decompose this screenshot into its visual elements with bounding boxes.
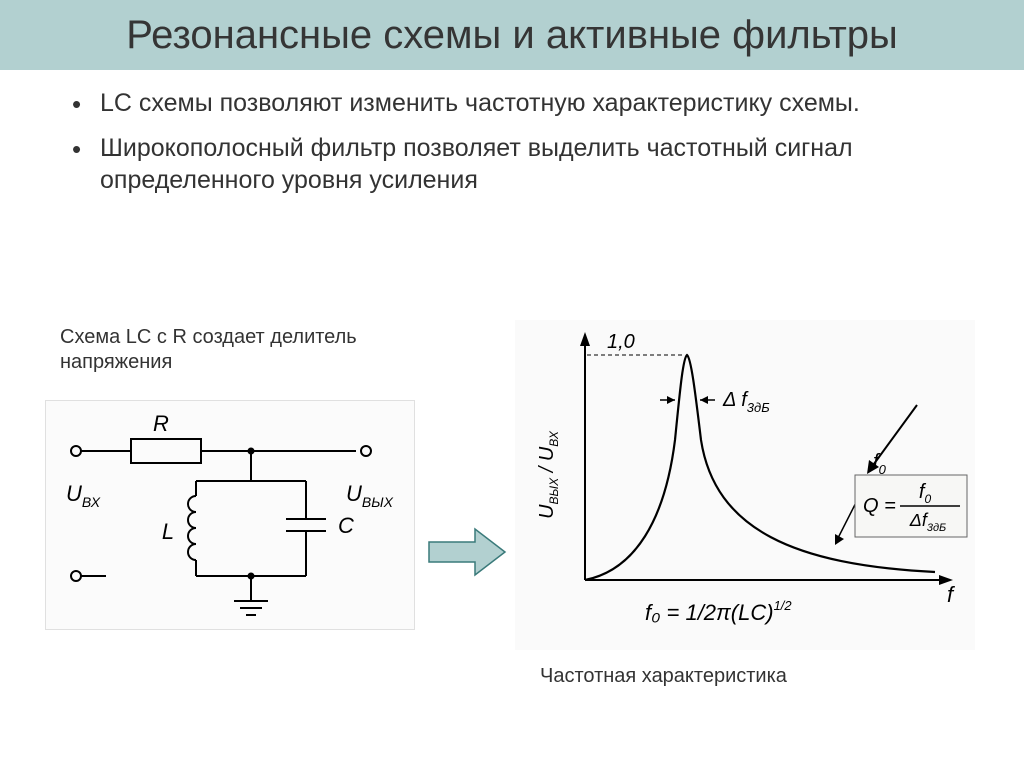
page-title: Резонансные схемы и активные фильтры	[0, 12, 1024, 58]
label-Q: Q =	[863, 495, 896, 517]
quality-arrow-icon	[859, 400, 929, 485]
circuit-diagram: R L C UВХ UВЫХ	[45, 400, 415, 630]
label-C: C	[338, 513, 354, 538]
arrow-icon	[425, 525, 510, 585]
label-R: R	[153, 411, 169, 436]
label-xaxis: f	[947, 582, 956, 607]
label-yaxis: UВЫХ / UВХ	[536, 430, 561, 519]
label-uout: UВЫХ	[346, 481, 394, 510]
bullet-item: Широкополосный фильтр позволяет выделить…	[72, 133, 976, 196]
label-delta-f: Δ f3дБ	[722, 389, 770, 415]
bullet-list: LC схемы позволяют изменить частотную ха…	[48, 88, 976, 196]
caption-circuit: Схема LC с R создает делитель напряжения	[60, 325, 400, 375]
content-area: LC схемы позволяют изменить частотную ха…	[0, 70, 1024, 196]
formula-f0: f₀ = 1/2π(LC)1/2	[645, 598, 792, 625]
title-bar: Резонансные схемы и активные фильтры	[0, 0, 1024, 70]
label-L: L	[162, 519, 174, 544]
label-ymax: 1,0	[607, 331, 635, 353]
frequency-response-graph: 1,0 Δ f3дБ f0 Q = f0 Δf3дБ UВЫХ / UВХ	[515, 320, 975, 650]
label-uin: UВХ	[66, 481, 101, 510]
bullet-item: LC схемы позволяют изменить частотную ха…	[72, 88, 976, 119]
caption-graph: Частотная характеристика	[540, 665, 787, 688]
